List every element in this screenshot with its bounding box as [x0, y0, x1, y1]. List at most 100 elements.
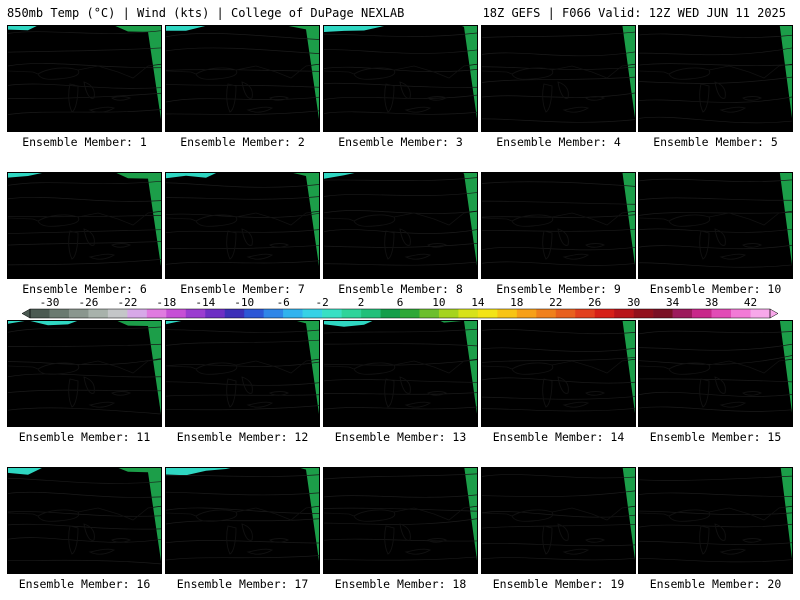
wind-contour-line — [324, 94, 477, 100]
great-lakes-outline — [195, 67, 290, 113]
ensemble-member-caption: Ensemble Member: 3 — [338, 135, 463, 149]
colorbar-tick-label: -6 — [277, 296, 290, 309]
wind-contour-line — [482, 118, 635, 123]
wind-contour-line — [324, 556, 477, 561]
country-border — [639, 63, 792, 79]
colorbar-segment — [244, 309, 264, 318]
colorbar-segment — [166, 309, 187, 318]
colorbar-segment — [341, 309, 362, 318]
wind-contour-line — [166, 518, 319, 525]
wind-contour-line — [324, 243, 477, 248]
wind-contour-line — [8, 343, 161, 347]
temperature-band — [166, 413, 315, 426]
wind-contour-line — [482, 200, 635, 205]
temperature-field-map — [166, 26, 319, 131]
wind-contour-line — [324, 192, 477, 197]
wind-contour-line — [8, 407, 161, 415]
wind-contour-line — [8, 491, 161, 498]
temperature-field-map — [482, 321, 635, 426]
colorbar-tick-label: -14 — [195, 296, 215, 309]
temperature-band — [324, 420, 466, 426]
colorbar-segment — [497, 309, 518, 318]
wind-contour-line — [324, 518, 477, 525]
wind-contour-line — [8, 559, 161, 565]
colorbar-outline — [29, 308, 771, 319]
wind-contour-line — [482, 51, 635, 57]
colorbar-segment — [146, 309, 167, 318]
colorbar-tick-label: -10 — [234, 296, 254, 309]
wind-contour-line — [8, 92, 161, 99]
country-border — [482, 210, 635, 226]
colorbar-segment — [400, 309, 420, 318]
wind-contour-line — [166, 245, 319, 249]
temperature-field-map — [8, 26, 161, 131]
wind-contour-line — [639, 178, 792, 182]
temperature-band — [166, 559, 319, 573]
colorbar-tick-label: 6 — [397, 296, 404, 309]
wind-contour-line — [8, 63, 161, 69]
colorbar-segment — [380, 309, 401, 318]
wind-contour-line — [166, 110, 319, 115]
great-lakes-outline — [511, 509, 606, 555]
wind-contour-line — [639, 47, 792, 56]
ensemble-member-caption: Ensemble Member: 10 — [649, 282, 782, 296]
colorbar-segment — [750, 309, 771, 318]
temperature-band — [43, 121, 157, 131]
wind-contour-line — [639, 343, 792, 351]
wind-contour-line — [8, 389, 161, 393]
temperature-band — [324, 112, 476, 131]
ensemble-member-map — [165, 320, 320, 427]
wind-contour-line — [639, 330, 792, 335]
great-lakes-outline — [668, 362, 763, 408]
wind-contour-line — [482, 557, 635, 561]
colorbar-segment — [672, 309, 693, 318]
wind-contour-line — [639, 523, 792, 528]
wind-contour-line — [482, 511, 635, 518]
temperature-field-map — [8, 321, 161, 426]
temperature-field-map — [166, 468, 319, 573]
wind-contour-line — [324, 473, 477, 480]
temperature-band — [639, 120, 792, 131]
temperature-field-map — [324, 468, 477, 573]
colorbar-segment — [458, 309, 479, 318]
ensemble-member-map — [481, 467, 636, 574]
wind-contour-line — [324, 261, 477, 266]
country-border — [482, 63, 635, 79]
colorbar-tick-label: 10 — [432, 296, 445, 309]
ensemble-member-map — [7, 25, 162, 132]
colorbar-tick-label: 30 — [627, 296, 640, 309]
ensemble-member-caption: Ensemble Member: 9 — [496, 282, 621, 296]
temperature-band — [38, 127, 111, 131]
wind-contour-line — [324, 229, 477, 234]
country-border — [324, 505, 477, 521]
great-lakes-outline — [511, 67, 606, 113]
colorbar-tick-label: 26 — [588, 296, 601, 309]
colorbar-segment — [361, 309, 381, 318]
wind-contour-line — [482, 92, 635, 98]
temperature-band — [639, 415, 792, 426]
ensemble-member-map — [323, 25, 478, 132]
ensemble-member-map — [165, 25, 320, 132]
colorbar-segment — [653, 309, 673, 318]
ensemble-member-caption: Ensemble Member: 20 — [649, 577, 782, 591]
temperature-band — [482, 263, 634, 278]
wind-contour-line — [639, 197, 792, 201]
wind-contour-line — [482, 76, 635, 83]
colorbar-segment — [127, 309, 148, 318]
wind-contour-line — [639, 63, 792, 66]
wind-contour-line — [324, 111, 477, 115]
great-lakes-outline — [195, 509, 290, 555]
great-lakes-outline — [511, 362, 606, 408]
ensemble-member-map — [481, 172, 636, 279]
colorbar-segment — [263, 309, 284, 318]
wind-contour-line — [639, 406, 792, 412]
ensemble-member-map — [165, 467, 320, 574]
ensemble-member-map — [7, 320, 162, 427]
temperature-field-map — [639, 173, 792, 278]
temperature-band — [21, 566, 144, 573]
colorbar-segment — [731, 309, 751, 318]
wind-contour-line — [324, 343, 477, 347]
wind-contour-line — [166, 405, 319, 411]
country-border — [8, 358, 161, 374]
country-border — [482, 505, 635, 521]
